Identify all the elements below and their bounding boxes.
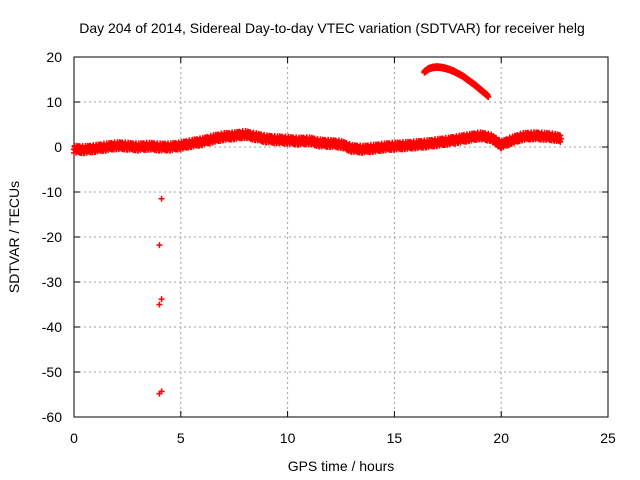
- data-point: [156, 242, 163, 249]
- data-point: [558, 135, 565, 142]
- y-tick-label: -50: [42, 364, 62, 380]
- y-tick-label: -40: [42, 319, 62, 335]
- x-tick-label: 15: [387, 430, 403, 446]
- x-axis-label: GPS time / hours: [288, 458, 395, 474]
- data-point: [485, 94, 492, 101]
- data-point: [158, 195, 165, 202]
- x-tick-label: 25: [600, 430, 616, 446]
- x-tick-label: 5: [177, 430, 185, 446]
- y-axis-label: SDTVAR / TECUs: [6, 181, 22, 293]
- data-points: [71, 63, 565, 397]
- x-tick-label: 10: [280, 430, 296, 446]
- x-tick-label: 0: [70, 430, 78, 446]
- y-tick-label: -20: [42, 229, 62, 245]
- y-tick-label: -60: [42, 409, 62, 425]
- y-tick-label: -10: [42, 184, 62, 200]
- y-tick-label: 0: [54, 139, 62, 155]
- ticks: 0 5 10 15 20 25 20 10 0 -10 -20 -30 -40 -50 -60: [42, 49, 616, 446]
- chart-title: Day 204 of 2014, Sidereal Day-to-day VTE…: [79, 20, 585, 36]
- y-tick-label: 20: [46, 49, 62, 65]
- y-tick-label: 10: [46, 94, 62, 110]
- x-tick-label: 20: [493, 430, 509, 446]
- data-point: [156, 301, 163, 308]
- data-point: [158, 296, 165, 303]
- y-tick-label: -30: [42, 274, 62, 290]
- data-point: [156, 390, 163, 397]
- grid: [74, 57, 608, 417]
